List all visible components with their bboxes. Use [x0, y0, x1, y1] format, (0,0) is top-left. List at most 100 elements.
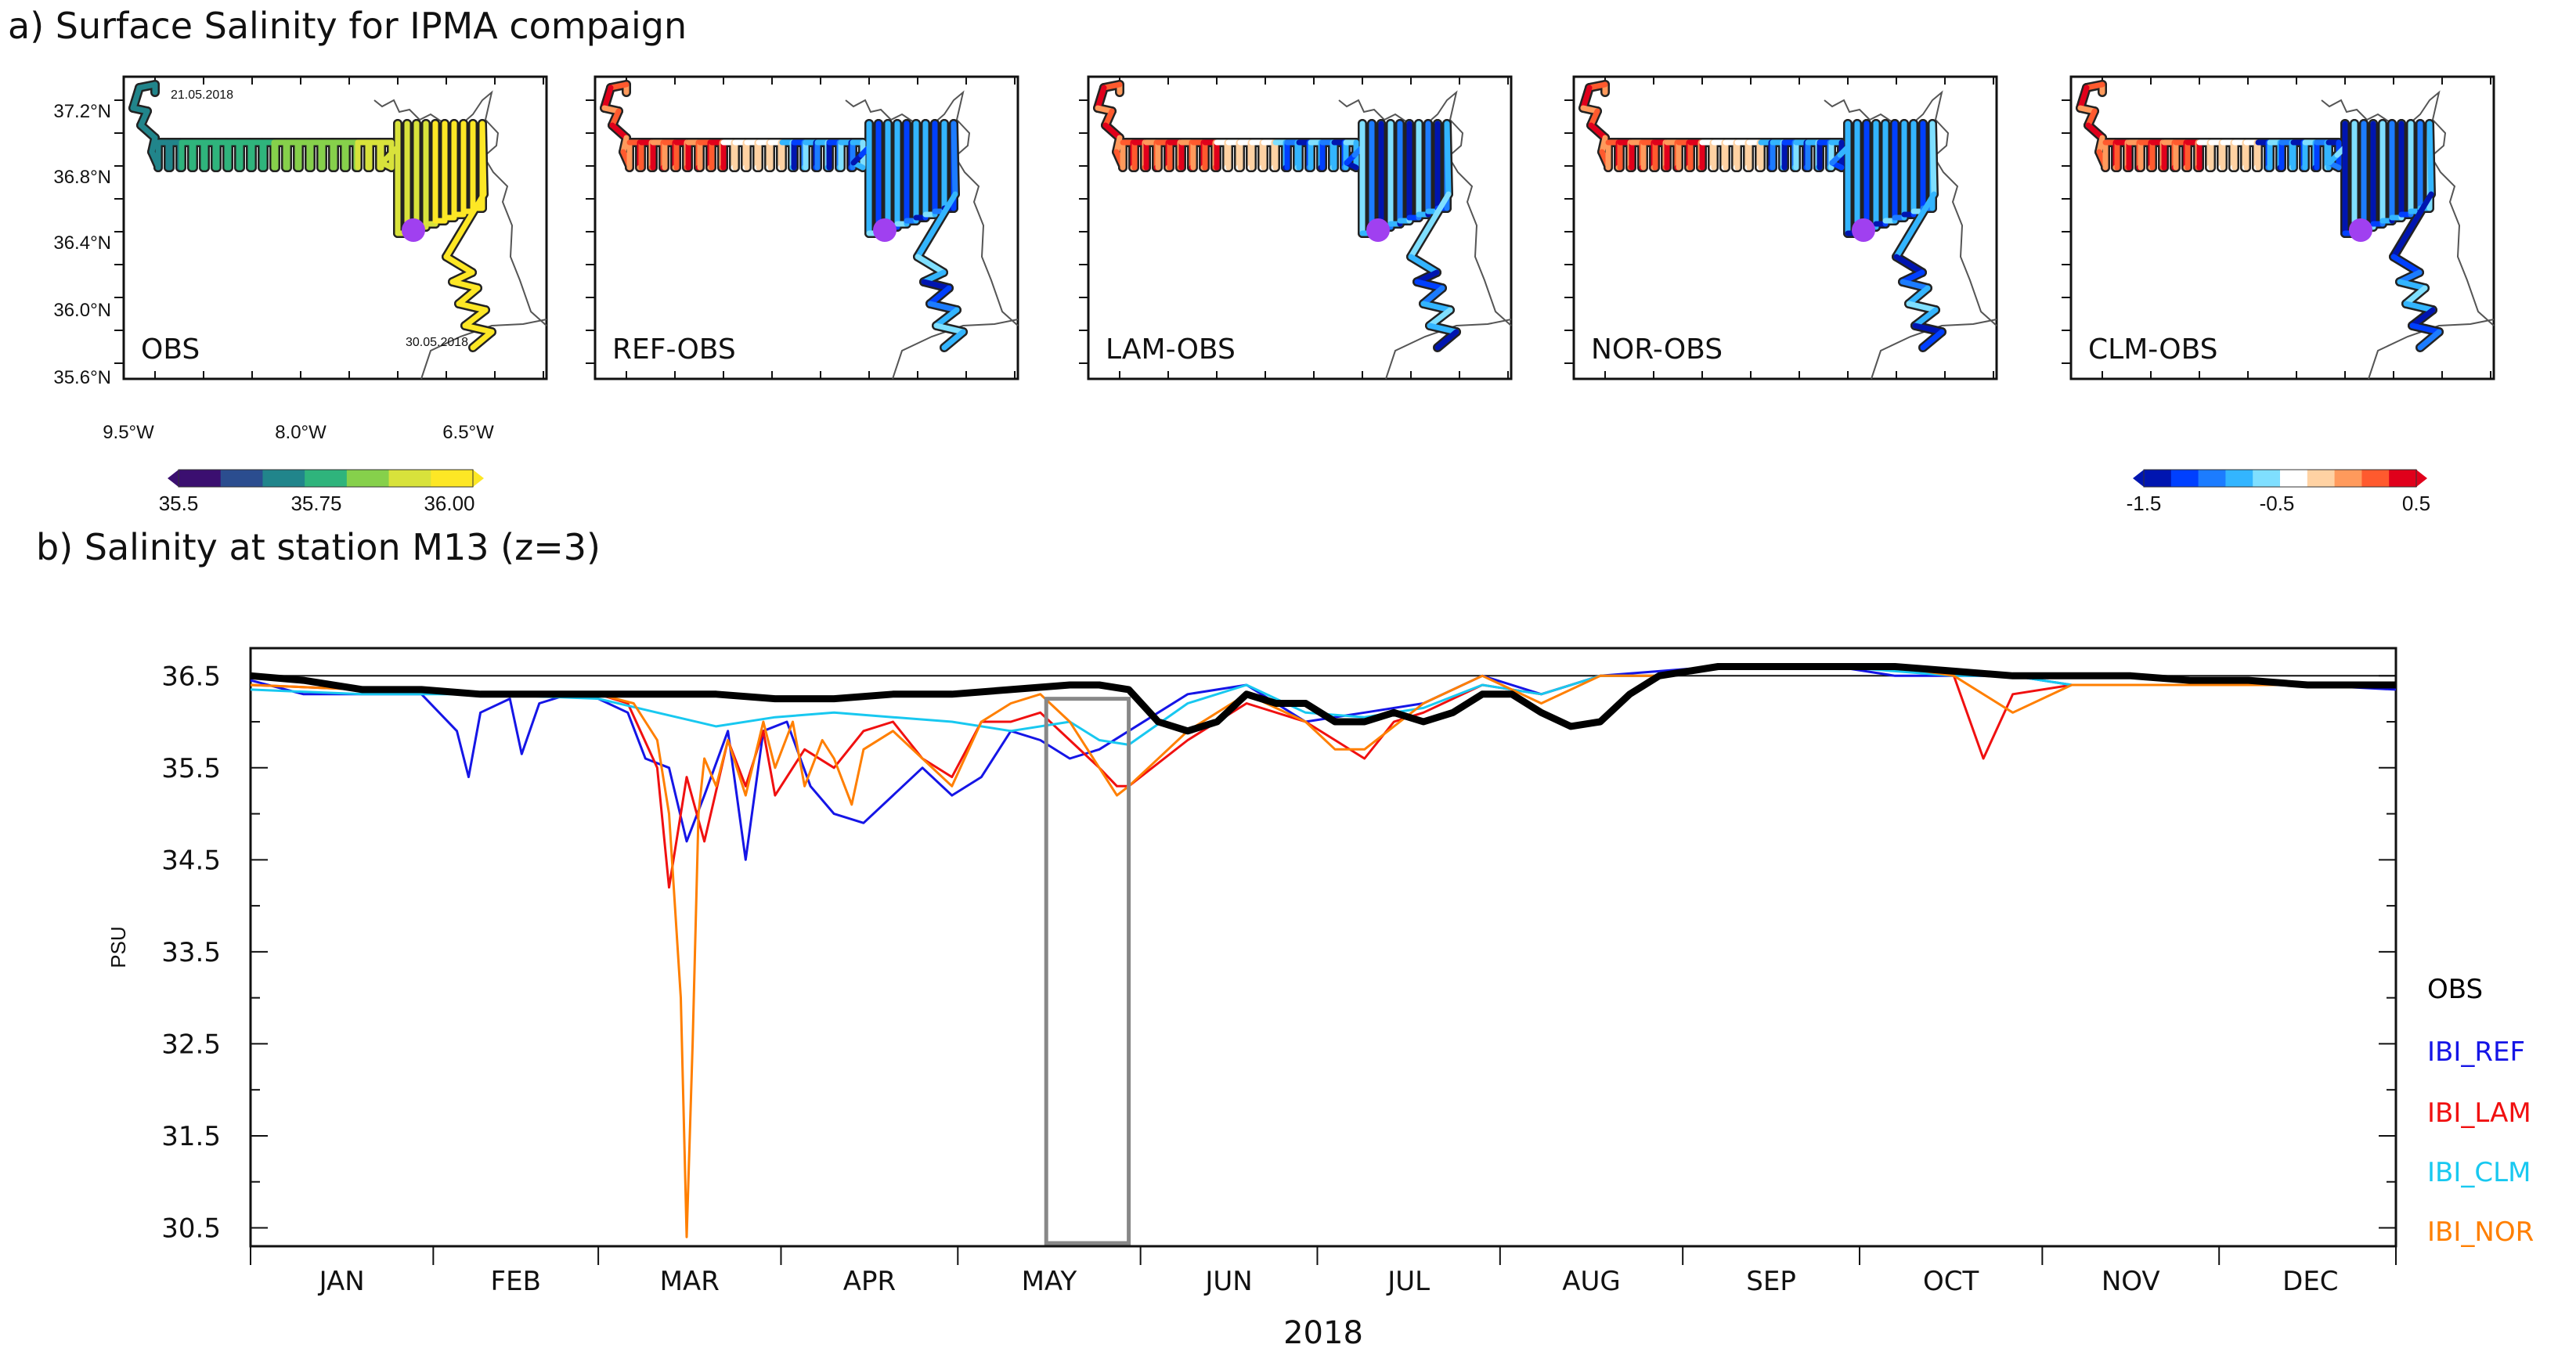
- track-segment: [1912, 307, 1939, 329]
- track-segment: [941, 329, 966, 351]
- colorbar-swatch: [179, 470, 222, 487]
- track-segment: [1095, 85, 1107, 111]
- track-segment: [1920, 329, 1945, 351]
- lon-tick-label: 9.5°W: [103, 422, 154, 443]
- legend-item-obs: OBS: [2427, 974, 2484, 1005]
- track-segment: [1900, 279, 1931, 291]
- track-segment: [1580, 85, 1593, 111]
- panel-b-timeseries: 36.5 35.5 34.5 33.5 32.5 31.5 30.5 JAN FEB MAR APR…: [106, 647, 2397, 1351]
- track-segment: [915, 254, 947, 276]
- colorbar-swatch: [2144, 470, 2172, 487]
- y-tick-label: 33.5: [161, 937, 221, 968]
- y-tick-label: 35.5: [161, 753, 221, 784]
- track-segment: [2403, 285, 2428, 307]
- colorbar-high-arrow: [473, 470, 484, 487]
- x-tick-label: JUN: [1203, 1266, 1252, 1297]
- colorbar-obs: 35.5 35.75 36.00: [159, 469, 484, 515]
- map-label: OBS: [141, 333, 200, 366]
- colorbar-tick-label: -0.5: [2260, 492, 2295, 515]
- colorbar-swatch: [2334, 470, 2363, 487]
- track-segment: [1427, 307, 1453, 329]
- map-obs: OBS 21.05.2018 30.05.2018: [114, 75, 548, 380]
- track-segment: [1444, 121, 1452, 197]
- colorbar-tick-label: -1.5: [2127, 492, 2162, 515]
- x-axis-label: 2018: [1283, 1315, 1363, 1351]
- x-tick-label: JUL: [1386, 1266, 1430, 1297]
- track-segment: [1408, 191, 1452, 260]
- track-segment: [915, 191, 958, 260]
- colorbar-swatch: [2389, 470, 2417, 487]
- colorbar-swatch: [2307, 470, 2336, 487]
- track-segment: [1893, 254, 1925, 276]
- track-segment: [2409, 307, 2436, 329]
- y-tick-label: 32.5: [161, 1029, 221, 1060]
- colorbar-low-arrow: [168, 470, 179, 487]
- colorbar-swatch: [305, 470, 348, 487]
- track-segment: [1588, 122, 1608, 141]
- x-tick-label: FEB: [491, 1266, 541, 1297]
- lat-tick-label: 35.6°N: [53, 367, 111, 388]
- colorbar-swatch: [2253, 470, 2281, 487]
- map-label: REF-OBS: [612, 333, 736, 366]
- track-segment: [1414, 279, 1445, 291]
- lat-tick-label: 36.0°N: [53, 300, 111, 321]
- track-segment: [2426, 121, 2434, 197]
- station-m13-marker: [1852, 218, 1875, 242]
- track-segment: [2417, 329, 2442, 351]
- track-segment: [1906, 301, 1939, 313]
- track-segment: [2390, 191, 2434, 260]
- x-tick-label: AUG: [1562, 1266, 1621, 1297]
- track-segment: [462, 307, 489, 329]
- coastline: [2321, 90, 2495, 326]
- x-tick-label: JAN: [318, 1266, 365, 1297]
- lon-tick-label: 6.5°W: [442, 422, 494, 443]
- colorbar-tick-label: 0.5: [2402, 492, 2430, 515]
- track-segment: [456, 285, 481, 307]
- track-segment: [443, 254, 475, 276]
- colorbar-frame: [178, 469, 474, 488]
- map-label: NOR-OBS: [1591, 333, 1723, 366]
- track-segment: [1434, 329, 1459, 351]
- start-date-label: 21.05.2018: [171, 88, 233, 102]
- legend-item-ibi-ref: IBI_REF: [2427, 1036, 2526, 1068]
- station-m13-marker: [1366, 218, 1390, 242]
- track-segment: [1893, 191, 1937, 260]
- track-segment: [470, 329, 495, 351]
- track-segment: [1102, 122, 1123, 141]
- colorbar-high-arrow: [2416, 470, 2427, 487]
- colorbar-swatch: [2361, 470, 2390, 487]
- map-clm-obs: CLM-OBS: [2062, 75, 2495, 380]
- station-m13-marker: [873, 218, 897, 242]
- track-segment: [2085, 122, 2105, 141]
- track-segment: [927, 301, 960, 313]
- track-segment: [1427, 323, 1459, 335]
- map-label: CLM-OBS: [2088, 333, 2218, 366]
- track-segment: [933, 323, 966, 335]
- track-segment: [130, 85, 143, 111]
- panel-b-title: b) Salinity at station M13 (z=3): [36, 526, 601, 568]
- track-segment: [1408, 254, 1440, 276]
- legend-item-ibi-lam: IBI_LAM: [2427, 1097, 2531, 1129]
- colorbar-swatch: [2198, 470, 2227, 487]
- plot-frame: [249, 647, 2397, 1248]
- y-tick-label: 36.5: [161, 661, 221, 692]
- coastline: [373, 90, 547, 326]
- legend-item-ibi-clm: IBI_CLM: [2427, 1157, 2531, 1188]
- track-segment: [609, 122, 630, 141]
- map-nor-obs: NOR-OBS: [1564, 75, 1998, 380]
- map-label: LAM-OBS: [1106, 333, 1236, 366]
- lat-tick-label: 36.4°N: [53, 232, 111, 254]
- y-tick-label: 30.5: [161, 1213, 221, 1244]
- lon-tick-label: 8.0°W: [275, 422, 327, 443]
- track-segment: [449, 279, 481, 291]
- colorbar-swatch: [220, 470, 264, 487]
- colorbar-swatch: [2170, 470, 2199, 487]
- colorbar-swatch: [2280, 470, 2308, 487]
- track-segment: [2390, 254, 2423, 276]
- series-line-obs: [250, 663, 2396, 735]
- colorbar-tick-label: 35.5: [159, 492, 199, 515]
- campaign-highlight-box: [1044, 697, 1131, 1245]
- track-segment: [443, 191, 487, 260]
- track-segment: [1420, 285, 1445, 307]
